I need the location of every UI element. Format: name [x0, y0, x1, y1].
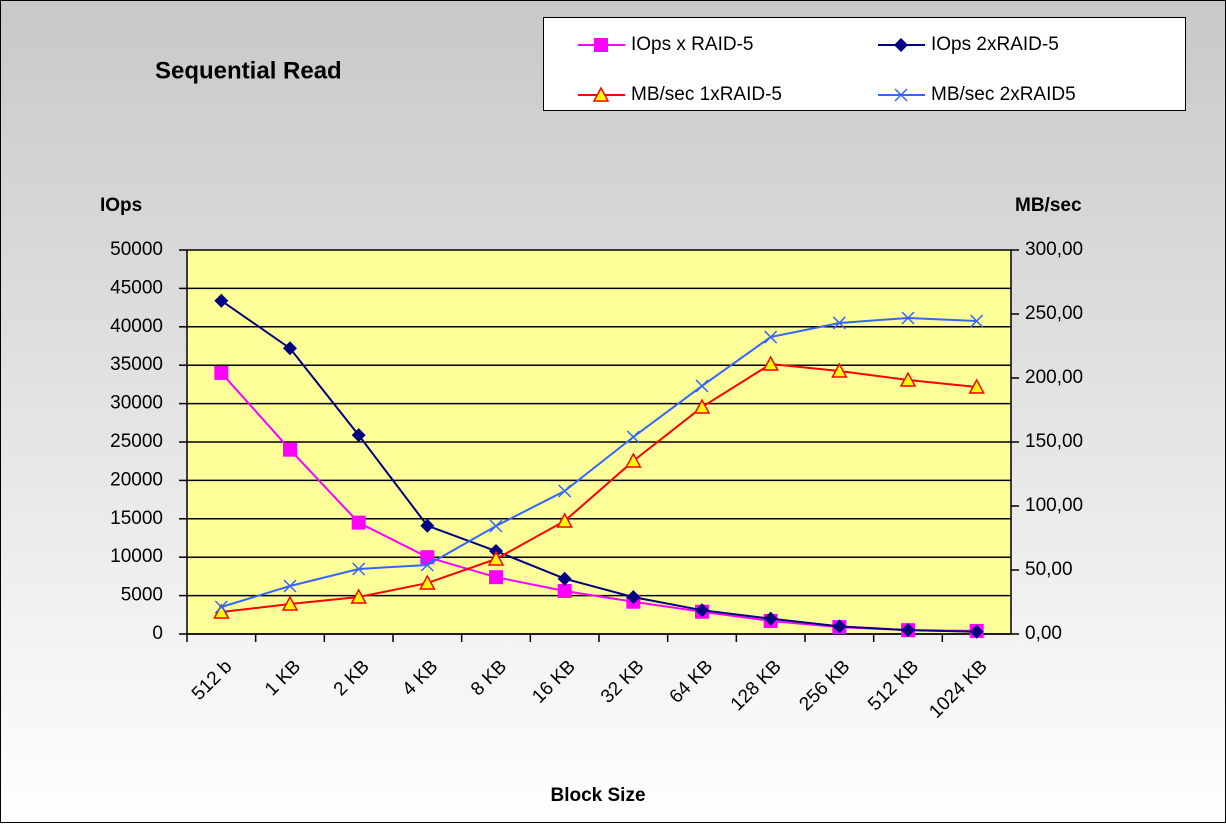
data-point — [214, 293, 229, 308]
y-tick-label: 30000 — [110, 393, 163, 414]
legend-marker — [594, 38, 608, 52]
x-axis-label: Block Size — [550, 785, 645, 806]
series-line — [221, 363, 977, 613]
y-axis-label: IOps — [100, 195, 142, 216]
data-point — [832, 619, 847, 634]
data-point — [281, 595, 299, 611]
data-point — [831, 362, 848, 378]
y-tick-label: 45000 — [110, 277, 163, 298]
y-tick-label: 20000 — [110, 469, 163, 490]
data-point — [693, 398, 711, 414]
data-point — [489, 519, 503, 533]
y2-tick-label: 50,00 — [1025, 559, 1073, 580]
data-point — [970, 314, 984, 328]
y-tick-label: 50000 — [110, 239, 163, 260]
data-point — [695, 379, 709, 393]
data-point — [283, 442, 297, 457]
y2-axis-label: MB/sec — [1015, 195, 1082, 216]
legend-label: MB/sec 2xRAID5 — [931, 84, 1076, 105]
data-point — [351, 515, 366, 530]
data-point — [419, 574, 436, 590]
legend-marker — [894, 38, 908, 52]
data-point — [625, 452, 642, 468]
data-point — [968, 378, 985, 394]
data-point — [557, 571, 572, 586]
y2-tick-label: 300,00 — [1025, 239, 1083, 260]
data-point — [695, 603, 709, 618]
y-tick-label: 15000 — [110, 508, 163, 529]
legend-label: IOps x RAID-5 — [631, 34, 753, 55]
data-point — [487, 550, 505, 566]
y-tick-label: 25000 — [110, 431, 163, 452]
data-point — [214, 600, 228, 614]
data-point — [420, 558, 434, 572]
y2-tick-label: 100,00 — [1025, 495, 1083, 516]
y2-tick-label: 200,00 — [1025, 367, 1083, 388]
chart-title: Sequential Read — [155, 57, 342, 84]
data-point — [899, 371, 917, 387]
data-point — [901, 311, 915, 325]
y-tick-label: 5000 — [121, 585, 163, 606]
data-point — [214, 365, 229, 380]
data-point — [351, 428, 366, 443]
series-line — [221, 316, 977, 608]
data-point — [558, 484, 572, 498]
data-point — [763, 611, 778, 626]
data-point — [557, 583, 572, 598]
data-point — [350, 588, 367, 604]
legend-label: MB/sec 1xRAID-5 — [631, 84, 782, 105]
y2-tick-label: 150,00 — [1025, 431, 1083, 452]
data-point — [352, 562, 366, 576]
data-point — [832, 316, 846, 330]
legend-marker — [894, 88, 908, 102]
y-tick-label: 0 — [152, 623, 163, 644]
data-point — [762, 355, 779, 371]
legend-label: IOps 2xRAID-5 — [931, 34, 1059, 55]
data-point — [283, 341, 297, 356]
data-point — [556, 512, 573, 528]
y-tick-label: 40000 — [110, 316, 163, 337]
y-tick-label: 10000 — [110, 546, 163, 567]
legend-marker — [592, 86, 610, 102]
data-point — [901, 623, 915, 638]
y2-tick-label: 250,00 — [1025, 303, 1083, 324]
data-point — [626, 430, 640, 444]
data-point — [764, 330, 778, 344]
data-point — [969, 624, 984, 639]
y2-tick-label: 0,00 — [1025, 623, 1062, 644]
series-line — [220, 299, 977, 633]
legend — [543, 17, 1186, 111]
data-point — [489, 570, 503, 585]
data-point — [283, 579, 297, 593]
data-point — [420, 518, 435, 533]
y-tick-label: 35000 — [110, 354, 163, 375]
data-point — [626, 590, 641, 605]
